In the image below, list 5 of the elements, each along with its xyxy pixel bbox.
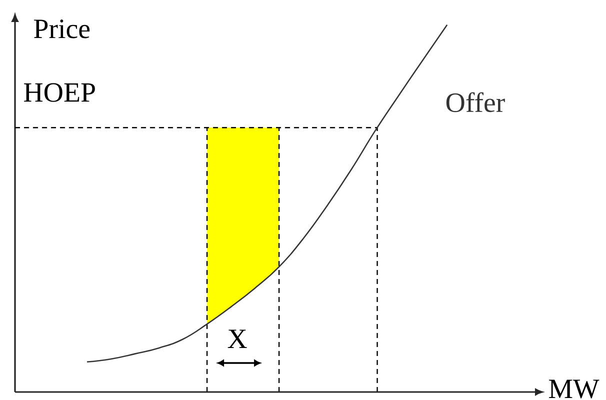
x-axis-title: MW (549, 380, 600, 398)
annotation: X (228, 330, 247, 348)
y-axis-title: Price (34, 20, 90, 38)
ref-line-label: HOEP (24, 83, 95, 102)
series-label: Offer (446, 92, 505, 112)
